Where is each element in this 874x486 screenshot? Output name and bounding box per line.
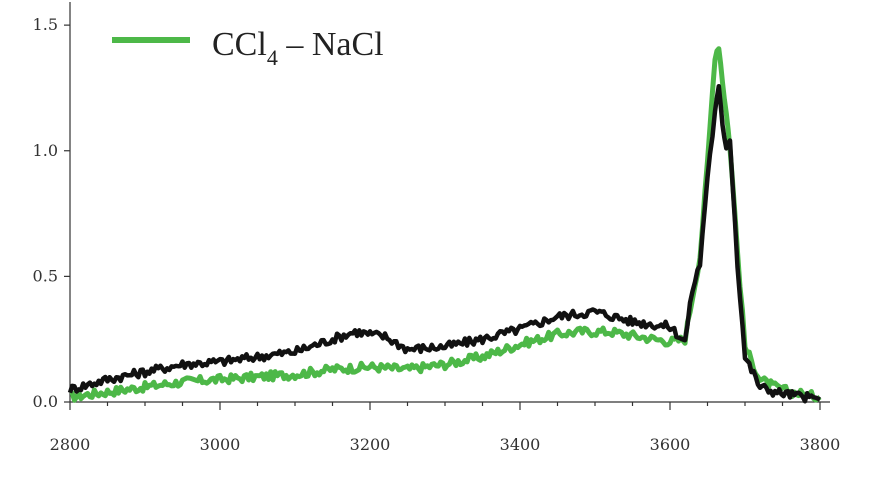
- y-tick-label: 1.5: [33, 15, 58, 34]
- series-group: [67, 46, 822, 404]
- x-tick-label: 3600: [650, 435, 691, 454]
- y-tick-label: 1.0: [33, 141, 58, 160]
- x-tick-label: 3000: [200, 435, 241, 454]
- y-tick-label: 0.0: [33, 392, 58, 411]
- legend: CCl4 – NaCl: [112, 26, 384, 70]
- legend-label: CCl4 – NaCl: [212, 26, 384, 70]
- legend-label-subscript: 4: [267, 45, 278, 70]
- legend-label-main: CCl: [212, 26, 267, 63]
- y-tick-label: 0.5: [33, 266, 58, 285]
- x-tick-label: 3800: [800, 435, 841, 454]
- x-tick-label: 3200: [350, 435, 391, 454]
- y-tick-group: 0.0 0.5 1.0 1.5: [33, 15, 70, 411]
- x-tick-label: 3400: [500, 435, 541, 454]
- x-tick-label: 2800: [50, 435, 91, 454]
- x-tick-group: 2800 3000 3200 3400 3600 3800: [50, 402, 841, 454]
- legend-label-suffix: – NaCl: [278, 26, 384, 63]
- series-line-reference: [67, 83, 821, 404]
